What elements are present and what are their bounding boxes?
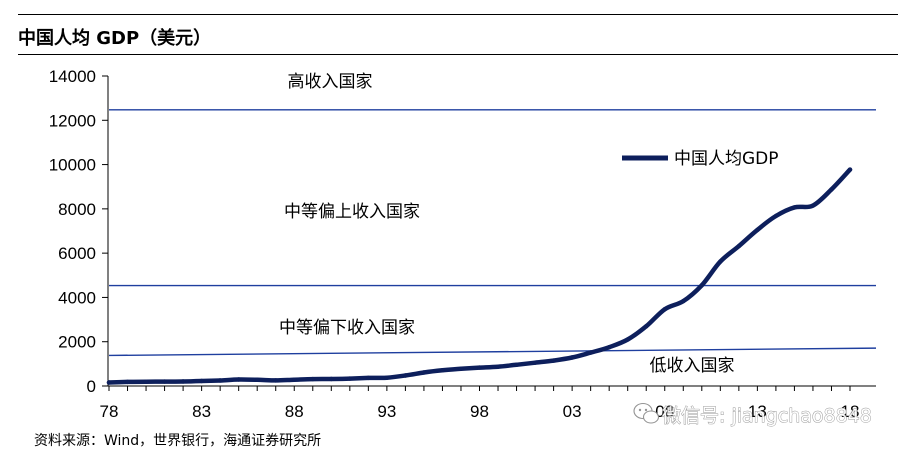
data-point-1984 bbox=[217, 378, 223, 383]
x-tick-label: 13 bbox=[748, 402, 767, 421]
watermark: 微信号: jiangchao8848 bbox=[633, 402, 872, 427]
y-tick-label: 6000 bbox=[58, 244, 96, 263]
data-point-2005 bbox=[607, 345, 612, 350]
data-point-1994 bbox=[403, 373, 408, 378]
y-axis: 0 2000 4000 6000 8000 10000 12000 14000 bbox=[49, 67, 109, 396]
y-tick-label: 10000 bbox=[49, 156, 96, 175]
x-tick-label: 08 bbox=[655, 402, 674, 421]
data-point-1989 bbox=[310, 376, 315, 382]
data-point-2002 bbox=[551, 358, 556, 363]
x-tick-label: 88 bbox=[285, 402, 304, 421]
x-tick-label: 18 bbox=[841, 402, 860, 421]
zone-label-upper-middle-income: 中等偏上收入国家 bbox=[284, 202, 420, 222]
data-point-2001 bbox=[532, 360, 538, 365]
data-point-1991 bbox=[347, 376, 352, 381]
data-point-1995 bbox=[421, 370, 427, 375]
data-point-1997 bbox=[458, 366, 464, 371]
y-tick-label: 0 bbox=[87, 377, 96, 396]
data-point-2015 bbox=[792, 205, 797, 210]
series-line-0 bbox=[106, 167, 853, 385]
threshold-line-2 bbox=[108, 347, 877, 357]
income-threshold-lines bbox=[108, 109, 877, 357]
data-point-2014 bbox=[773, 213, 779, 219]
legend: 中国人均GDP bbox=[622, 149, 779, 169]
data-point-2013 bbox=[755, 227, 760, 233]
zone-label-lower-middle-income: 中等偏下收入国家 bbox=[279, 318, 415, 338]
data-point-1978 bbox=[106, 380, 112, 385]
x-tick-label: 98 bbox=[470, 402, 489, 421]
data-point-1999 bbox=[495, 364, 501, 369]
chart-title: 中国人均 GDP（美元） bbox=[18, 28, 212, 49]
x-tick-label: 03 bbox=[563, 402, 582, 421]
data-point-1992 bbox=[366, 375, 371, 381]
data-point-1993 bbox=[384, 375, 390, 380]
wechat-icon bbox=[633, 402, 660, 424]
data-point-1996 bbox=[440, 368, 445, 373]
data-point-1979 bbox=[125, 379, 130, 385]
data-point-1990 bbox=[329, 376, 334, 382]
data-point-1983 bbox=[199, 378, 204, 384]
title-rule bbox=[18, 54, 898, 55]
data-point-2004 bbox=[588, 350, 593, 355]
x-tick-label: 83 bbox=[192, 402, 211, 421]
zone-label-high-income: 高收入国家 bbox=[288, 72, 373, 92]
data-point-2003 bbox=[569, 355, 575, 360]
data-point-2018 bbox=[847, 167, 853, 172]
source-note: 资料来源：Wind，世界银行，海通证券研究所 bbox=[34, 433, 322, 449]
data-point-1988 bbox=[292, 377, 297, 382]
data-point-2009 bbox=[681, 298, 686, 304]
zone-label-low-income: 低收入国家 bbox=[650, 356, 735, 376]
data-point-2012 bbox=[736, 243, 742, 249]
x-axis: 78 83 88 93 98 03 08 13 18 bbox=[100, 385, 876, 421]
data-point-1985 bbox=[236, 377, 241, 382]
data-point-2016 bbox=[810, 203, 816, 208]
data-point-2007 bbox=[644, 324, 649, 329]
watermark-text: 微信号: jiangchao8848 bbox=[662, 405, 872, 427]
y-tick-label: 8000 bbox=[58, 200, 96, 219]
data-point-1980 bbox=[143, 379, 149, 384]
data-point-2010 bbox=[699, 283, 704, 288]
y-tick-label: 2000 bbox=[58, 333, 96, 352]
data-point-1998 bbox=[477, 365, 482, 370]
data-point-2000 bbox=[514, 362, 519, 367]
data-point-1986 bbox=[255, 377, 260, 382]
data-point-2011 bbox=[718, 259, 723, 264]
y-tick-label: 12000 bbox=[49, 111, 96, 130]
y-tick-label: 4000 bbox=[58, 288, 96, 307]
series-group bbox=[106, 167, 853, 385]
data-point-1981 bbox=[162, 379, 167, 384]
top-rule bbox=[18, 14, 898, 15]
data-point-1982 bbox=[180, 379, 186, 384]
x-tick-label: 93 bbox=[377, 402, 396, 421]
data-point-2006 bbox=[625, 337, 630, 342]
data-point-2008 bbox=[662, 307, 667, 312]
legend-label: 中国人均GDP bbox=[674, 149, 779, 169]
data-point-2017 bbox=[829, 187, 834, 192]
x-tick-label: 78 bbox=[100, 402, 119, 421]
y-tick-label: 14000 bbox=[49, 67, 96, 86]
data-point-1987 bbox=[273, 378, 278, 383]
